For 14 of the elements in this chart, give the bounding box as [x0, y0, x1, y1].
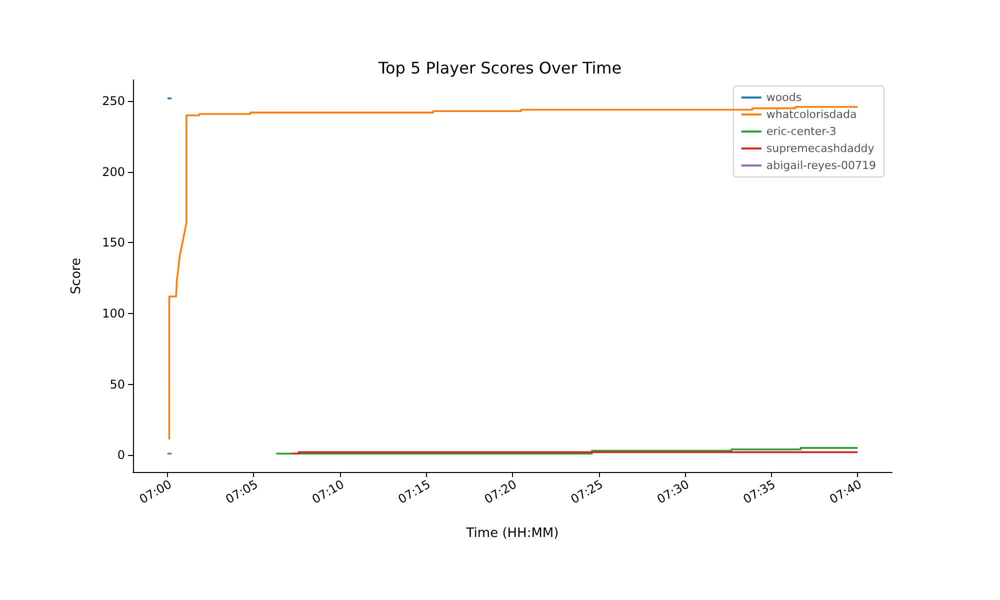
- legend-label: woods: [766, 91, 802, 104]
- y-tick-label: 250: [102, 94, 125, 108]
- y-tick-label: 200: [102, 164, 125, 179]
- legend-label: eric-center-3: [766, 125, 836, 138]
- chart-title: Top 5 Player Scores Over Time: [377, 58, 622, 78]
- legend-label: abigail-reyes-00719: [766, 159, 876, 172]
- y-tick-label: 100: [102, 306, 125, 320]
- legend-label: supremecashdaddy: [766, 142, 875, 155]
- y-tick-label: 150: [102, 236, 125, 250]
- y-axis-title: Score: [69, 258, 84, 294]
- y-tick-label: 0: [117, 448, 125, 462]
- x-axis-title: Time (HH:MM): [465, 526, 559, 541]
- legend-label: whatcolorisdada: [766, 108, 857, 121]
- y-tick-label: 50: [110, 377, 125, 392]
